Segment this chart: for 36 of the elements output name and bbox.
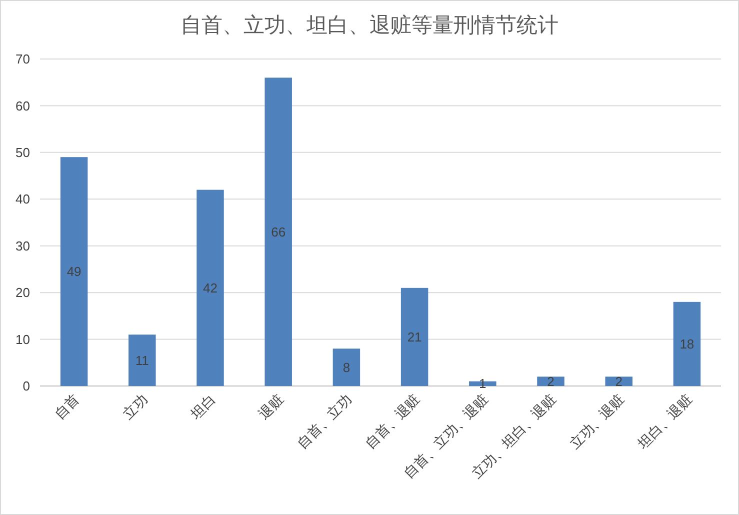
y-tick-label: 0 (22, 378, 30, 394)
x-tick-label: 自首 (52, 392, 83, 423)
bar (400, 288, 428, 386)
bar (128, 334, 156, 386)
bar (60, 157, 88, 386)
data-label: 21 (407, 330, 422, 344)
x-tick-label: 立功 (120, 392, 151, 423)
x-tick-label: 自首、立功 (294, 392, 356, 452)
bar (537, 376, 564, 386)
data-label: 11 (135, 352, 149, 368)
x-tick-label: 坦白 (187, 392, 220, 424)
data-label: 8 (342, 360, 350, 375)
bar (332, 348, 360, 386)
x-tick-label: 退赃 (256, 392, 288, 423)
data-label: 42 (203, 280, 218, 296)
data-label: 2 (547, 374, 554, 389)
bar (605, 376, 632, 386)
data-label: 2 (615, 374, 622, 389)
data-label: 49 (66, 264, 82, 280)
bar (469, 381, 496, 386)
x-tick-label: 坦白、退赃 (634, 392, 696, 454)
bar (196, 190, 224, 386)
y-tick-label: 70 (16, 52, 30, 67)
y-tick-label: 30 (16, 238, 30, 254)
y-tick-label: 50 (16, 144, 30, 160)
bar (264, 78, 292, 386)
y-tick-label: 20 (16, 285, 30, 300)
y-tick-label: 10 (16, 332, 30, 347)
data-label: 18 (680, 336, 694, 352)
bar (673, 302, 701, 386)
y-tick-label: 40 (16, 192, 30, 207)
x-tick-label: 立功、退赃 (566, 392, 628, 452)
chart-title: 自首、立功、坦白、退赃等量刑情节统计 (180, 13, 558, 37)
x-tick-label: 自首、退赃 (362, 392, 424, 452)
y-tick-label: 60 (16, 98, 30, 114)
data-label: 66 (271, 224, 286, 240)
